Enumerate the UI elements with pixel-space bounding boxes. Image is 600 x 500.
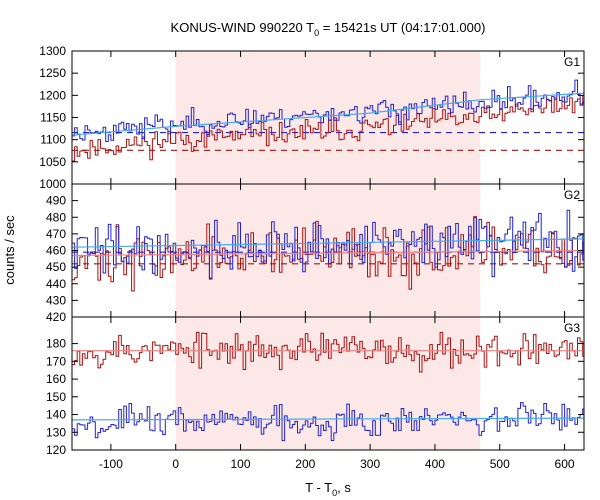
fit-line-series_a [72, 249, 584, 257]
y-tick-label: 460 [46, 244, 66, 258]
y-tick-label: 470 [46, 227, 66, 241]
panel-data [72, 79, 584, 162]
panel-g1: 1000 1050 1100 1150 1200 1250 1300 G1 [39, 44, 585, 191]
panel-g2: 420 430 440 450 460 470 480 490 G2 [46, 183, 585, 324]
panel-label: G2 [564, 188, 580, 202]
series-series_a [72, 331, 584, 373]
shaded-interval [175, 51, 481, 184]
panel-label: G1 [564, 55, 580, 69]
panel-data [72, 209, 584, 292]
x-tick-label: 300 [360, 457, 380, 471]
y-tick-label: 1000 [39, 177, 66, 191]
x-tick-label: 100 [230, 457, 250, 471]
x-axis-label: T - T0, s [305, 480, 351, 498]
panel-g3: 120 130 140 150 160 170 180 G3 [46, 316, 585, 457]
y-tick-label: 180 [46, 337, 66, 351]
fit-line-series_b [72, 92, 584, 136]
y-tick-label: 120 [46, 443, 66, 457]
series-series_b [72, 79, 584, 142]
y-tick-label: 420 [46, 310, 66, 324]
y-tick-label: 1050 [39, 155, 66, 169]
y-axis-label: counts / sec [2, 215, 17, 285]
series-series_b [72, 402, 584, 442]
x-axis-label-prefix: T - T [305, 480, 332, 495]
y-tick-label: 440 [46, 277, 66, 291]
fit-line-series_b [72, 417, 584, 421]
x-tick-label: 600 [555, 457, 575, 471]
y-tick-label: 1150 [40, 111, 66, 125]
x-tick-label: -100 [99, 457, 123, 471]
plot-area: 1000105011001150120012501300G14204304404… [39, 44, 585, 471]
series-series_a [72, 94, 584, 162]
shaded-interval [175, 317, 481, 450]
x-tick-label: 400 [425, 457, 445, 471]
series-series_b [72, 209, 584, 279]
fit-line-series_b [72, 238, 584, 248]
panel-data [72, 331, 584, 442]
y-tick-label: 490 [46, 194, 66, 208]
y-tick-label: 430 [46, 293, 66, 307]
chart-title: KONUS-WIND 990220 T0 = 15421s UT (04:17:… [171, 20, 486, 38]
y-tick-label: 150 [46, 390, 66, 404]
y-tick-label: 160 [46, 372, 66, 386]
y-tick-label: 1100 [40, 133, 66, 147]
y-tick-label: 1200 [39, 88, 66, 102]
y-tick-label: 450 [46, 260, 66, 274]
y-tick-label: 1250 [39, 66, 66, 80]
panel-label: G3 [564, 321, 580, 335]
x-axis-label-suffix: , s [337, 480, 351, 495]
chart-title-prefix: KONUS-WIND 990220 T [171, 20, 315, 35]
chart-title-suffix: = 15421s UT (04:17:01.000) [319, 20, 485, 35]
panel-frame [71, 316, 585, 451]
y-tick-label: 140 [46, 408, 66, 422]
x-axis-label-subscript: 0 [332, 488, 337, 498]
chart-title-subscript: 0 [314, 28, 319, 38]
y-tick-label: 170 [46, 354, 66, 368]
y-tick-label: 1300 [39, 44, 66, 58]
x-tick-label: 0 [172, 457, 179, 471]
y-tick-label: 130 [46, 425, 66, 439]
x-tick-label: 200 [295, 457, 315, 471]
y-tick-label: 480 [46, 210, 66, 224]
x-tick-label: 500 [490, 457, 510, 471]
